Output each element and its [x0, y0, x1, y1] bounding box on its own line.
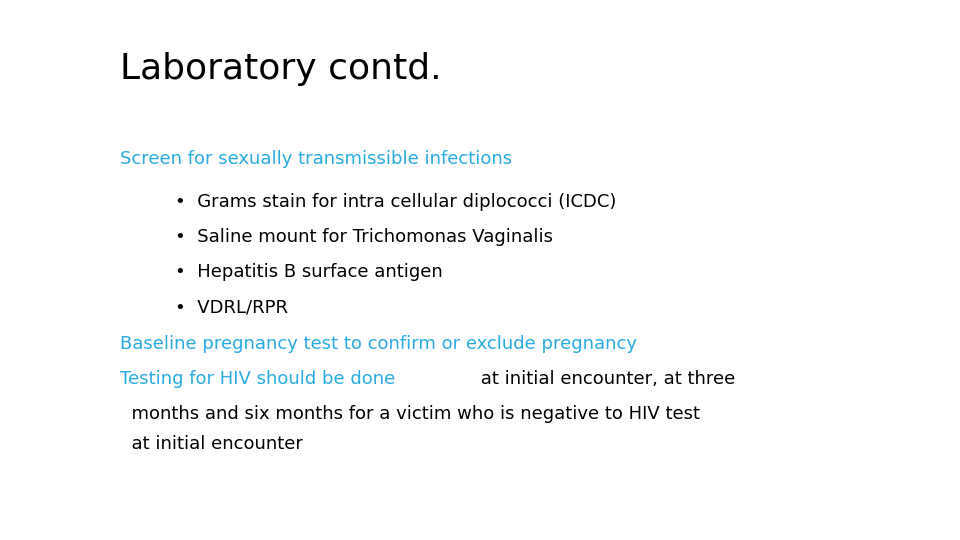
Text: •  Grams stain for intra cellular diplococci (ICDC): • Grams stain for intra cellular diploco… [175, 193, 616, 211]
Text: Screen for sexually transmissible infections: Screen for sexually transmissible infect… [120, 150, 512, 168]
Text: at initial encounter: at initial encounter [120, 435, 302, 453]
Text: •  Hepatitis B surface antigen: • Hepatitis B surface antigen [175, 263, 443, 281]
Text: Baseline pregnancy test to confirm or exclude pregnancy: Baseline pregnancy test to confirm or ex… [120, 335, 637, 353]
Text: Laboratory contd.: Laboratory contd. [120, 52, 442, 86]
Text: •  VDRL/RPR: • VDRL/RPR [175, 298, 288, 316]
Text: at initial encounter, at three: at initial encounter, at three [475, 370, 735, 388]
Text: months and six months for a victim who is negative to HIV test: months and six months for a victim who i… [120, 405, 700, 423]
Text: Testing for HIV should be done: Testing for HIV should be done [120, 370, 396, 388]
Text: •  Saline mount for Trichomonas Vaginalis: • Saline mount for Trichomonas Vaginalis [175, 228, 553, 246]
